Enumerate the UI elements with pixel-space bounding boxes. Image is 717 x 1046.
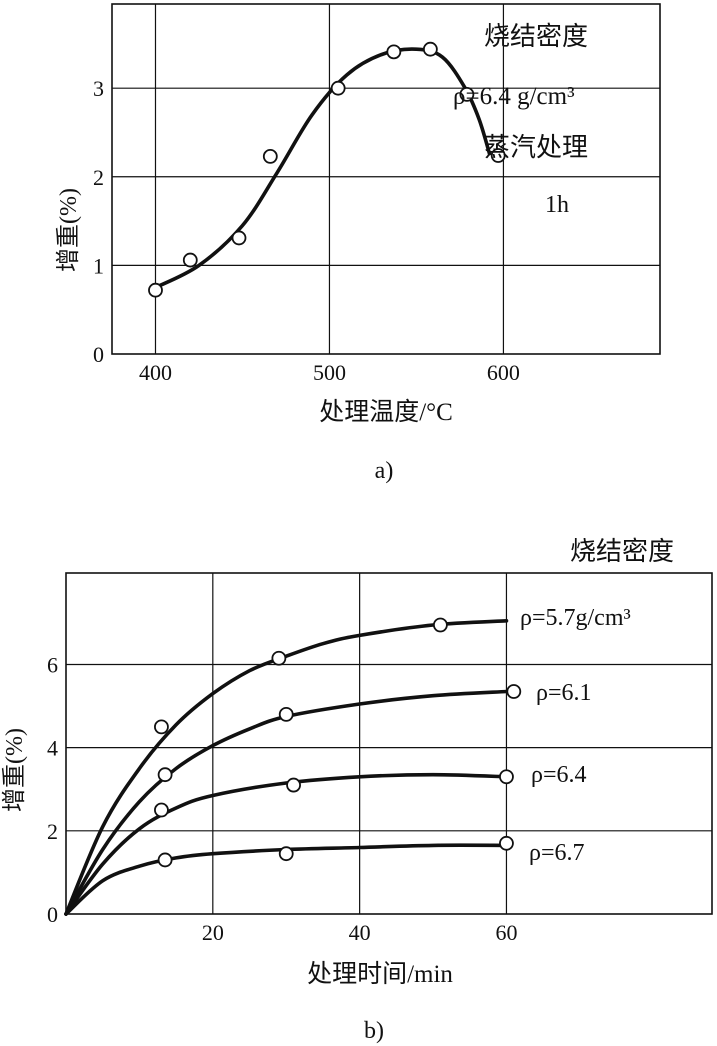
data-point (499, 835, 514, 851)
plot-frame (65, 572, 713, 915)
series-label: ρ=6.1 (536, 680, 592, 706)
annotation-rho: ρ=6.4 g/cm³ (453, 83, 575, 110)
data-point (182, 252, 198, 268)
y-tick-label: 0 (93, 342, 104, 367)
x-tick-label: 400 (139, 360, 172, 385)
series-line (64, 689, 509, 916)
data-point (330, 80, 346, 96)
legend-title: 烧结密度 (570, 537, 674, 566)
series-label: ρ=5.7g/cm³ (520, 605, 631, 631)
panel-label: b) (364, 1018, 384, 1044)
series-label: ρ=6.4 (531, 762, 587, 788)
data-point (278, 706, 294, 722)
data-point (271, 650, 287, 666)
x-tick-label: 600 (487, 360, 520, 385)
x-tick-label: 60 (495, 920, 517, 945)
data-point (148, 282, 163, 298)
y-tick-label: 6 (47, 652, 58, 677)
data-point (499, 769, 514, 785)
data-point (154, 719, 169, 735)
data-point (506, 684, 522, 699)
y-tick-label: 1 (93, 253, 104, 278)
fit-curve (153, 47, 492, 290)
data-point (231, 230, 247, 246)
data-point (262, 149, 278, 164)
series-line (64, 843, 509, 916)
y-axis-label: 增重(%) (1, 728, 28, 812)
series-line (64, 772, 509, 916)
y-tick-label: 0 (47, 902, 58, 927)
x-axis-label: 处理温度/°C (319, 398, 453, 426)
data-point (278, 846, 294, 862)
series-line (64, 619, 509, 916)
x-tick-label: 20 (202, 920, 224, 945)
plot-frame (111, 3, 661, 355)
y-tick-label: 4 (47, 736, 58, 761)
data-point (422, 41, 438, 57)
data-point (432, 617, 448, 633)
y-tick-label: 3 (93, 76, 104, 101)
annotation-duration: 1h (545, 192, 569, 218)
chart-b: 20 40 60 0 2 4 6 处理时间/min 增重(%) b) 烧结密度 ρ=5.7g/cm³ ρ… (1, 537, 713, 1044)
y-tick-label: 2 (47, 819, 58, 844)
annotation-title: 烧结密度 (484, 22, 588, 51)
data-point (459, 86, 475, 102)
x-tick-label: 500 (313, 360, 346, 385)
chart-a: 400 500 600 0 1 2 3 处理温度/°C 增重(%) a) 烧结密度 ρ=6.4 g/c… (55, 3, 661, 484)
x-tick-label: 40 (349, 920, 371, 945)
annotation-treatment: 蒸汽处理 (484, 133, 588, 162)
data-point (490, 148, 506, 163)
data-point (154, 802, 169, 818)
data-point (157, 767, 173, 783)
x-axis-label: 处理时间/min (307, 960, 453, 988)
panel-label: a) (375, 458, 394, 484)
data-point (386, 44, 402, 60)
data-point (157, 852, 173, 868)
y-tick-label: 2 (93, 165, 104, 190)
series-label: ρ=6.7 (529, 840, 585, 866)
y-axis-label: 增重(%) (55, 188, 82, 272)
data-point (286, 777, 301, 793)
